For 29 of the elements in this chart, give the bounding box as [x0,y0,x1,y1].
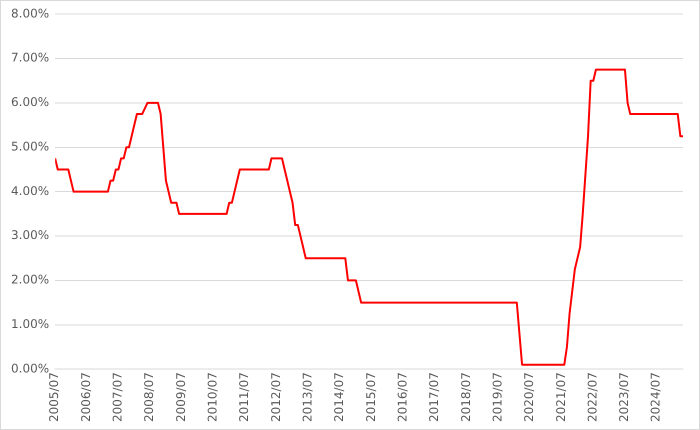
y-tick-label: 0.00% [10,361,50,376]
x-tick-label: 2020/07 [522,372,536,422]
x-tick-label: 2021/07 [554,372,568,422]
x-tick-label: 2007/07 [110,372,125,422]
x-tick-label: 2019/07 [490,372,504,422]
y-tick-label: 1.00% [10,316,50,331]
y-tick-label: 4.00% [10,184,50,198]
x-tick-label: 2010/07 [206,372,220,422]
x-tick-label: 2024/07 [648,372,663,422]
x-tick-label: 2006/07 [78,372,93,422]
y-tick-label: 5.00% [10,139,50,154]
x-tick-label: 2022/07 [585,372,600,422]
x-tick-label: 2014/07 [332,372,346,422]
x-tick-label: 2009/07 [174,372,188,422]
y-tick-label: 2.00% [10,272,50,287]
y-tick-label: 3.00% [10,228,50,242]
x-tick-label: 2013/07 [300,372,315,422]
x-tick-label: 2005/07 [47,372,62,422]
y-tick-label: 8.00% [10,6,50,20]
x-tick-label: 2016/07 [395,372,410,422]
x-tick-label: 2012/07 [268,372,283,422]
x-tick-label: 2011/07 [237,372,252,422]
x-tick-label: 2008/07 [142,372,156,422]
x-tick-label: 2018/07 [458,372,473,422]
x-tick-label: 2015/07 [364,372,378,422]
y-tick-label: 7.00% [10,50,50,65]
x-tick-label: 2023/07 [617,372,632,422]
x-tick-label: 2017/07 [427,372,442,422]
y-tick-label: 6.00% [10,95,50,110]
